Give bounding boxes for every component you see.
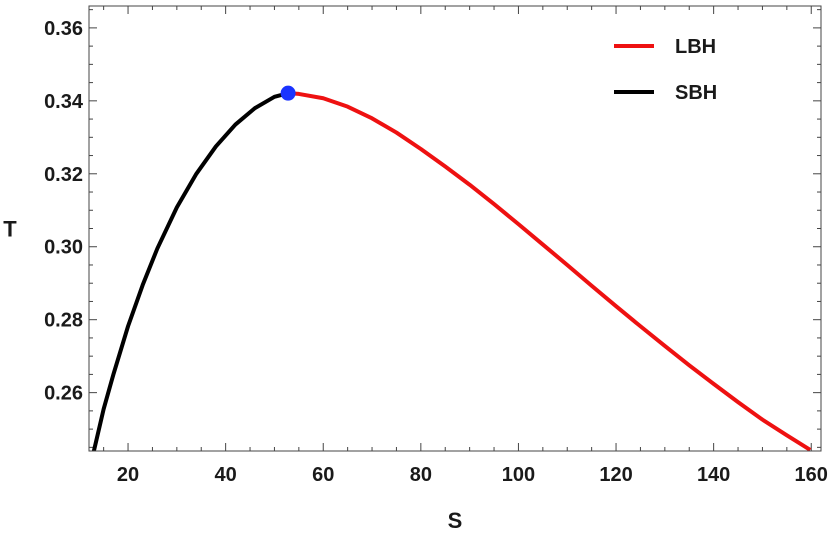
x-axis-label: S (448, 508, 463, 533)
plot-frame (88, 5, 822, 452)
x-tick-label: 60 (312, 464, 334, 486)
legend-label-lbh: LBH (675, 36, 716, 58)
y-tick-label: 0.34 (44, 91, 84, 113)
series-layer (91, 91, 812, 451)
y-tick-label: 0.36 (44, 18, 83, 40)
legend: LBH SBH (614, 36, 717, 104)
y-axis-label: T (3, 217, 17, 242)
x-tick-label: 140 (697, 464, 730, 486)
x-tick-label: 100 (502, 464, 535, 486)
series-line-lbh (287, 91, 812, 451)
x-tick-label: 80 (410, 464, 432, 486)
marker-layer (280, 85, 296, 101)
x-tick-label: 20 (117, 464, 139, 486)
legend-label-sbh: SBH (675, 82, 717, 104)
series-line-sbh (91, 91, 289, 451)
y-tick-label: 0.32 (44, 164, 83, 186)
x-tick-label: 40 (215, 464, 237, 486)
x-tick-label: 120 (599, 464, 632, 486)
y-tick-label: 0.28 (44, 310, 83, 332)
x-tick-label: 160 (795, 464, 828, 486)
critical-point-marker (280, 85, 296, 101)
ticks-layer: 20 40 60 80 100 120 140 160 0.26 0.28 0.30 0.32 0.34… (44, 6, 828, 486)
y-tick-label: 0.30 (44, 237, 83, 259)
y-tick-label: 0.26 (44, 383, 83, 405)
